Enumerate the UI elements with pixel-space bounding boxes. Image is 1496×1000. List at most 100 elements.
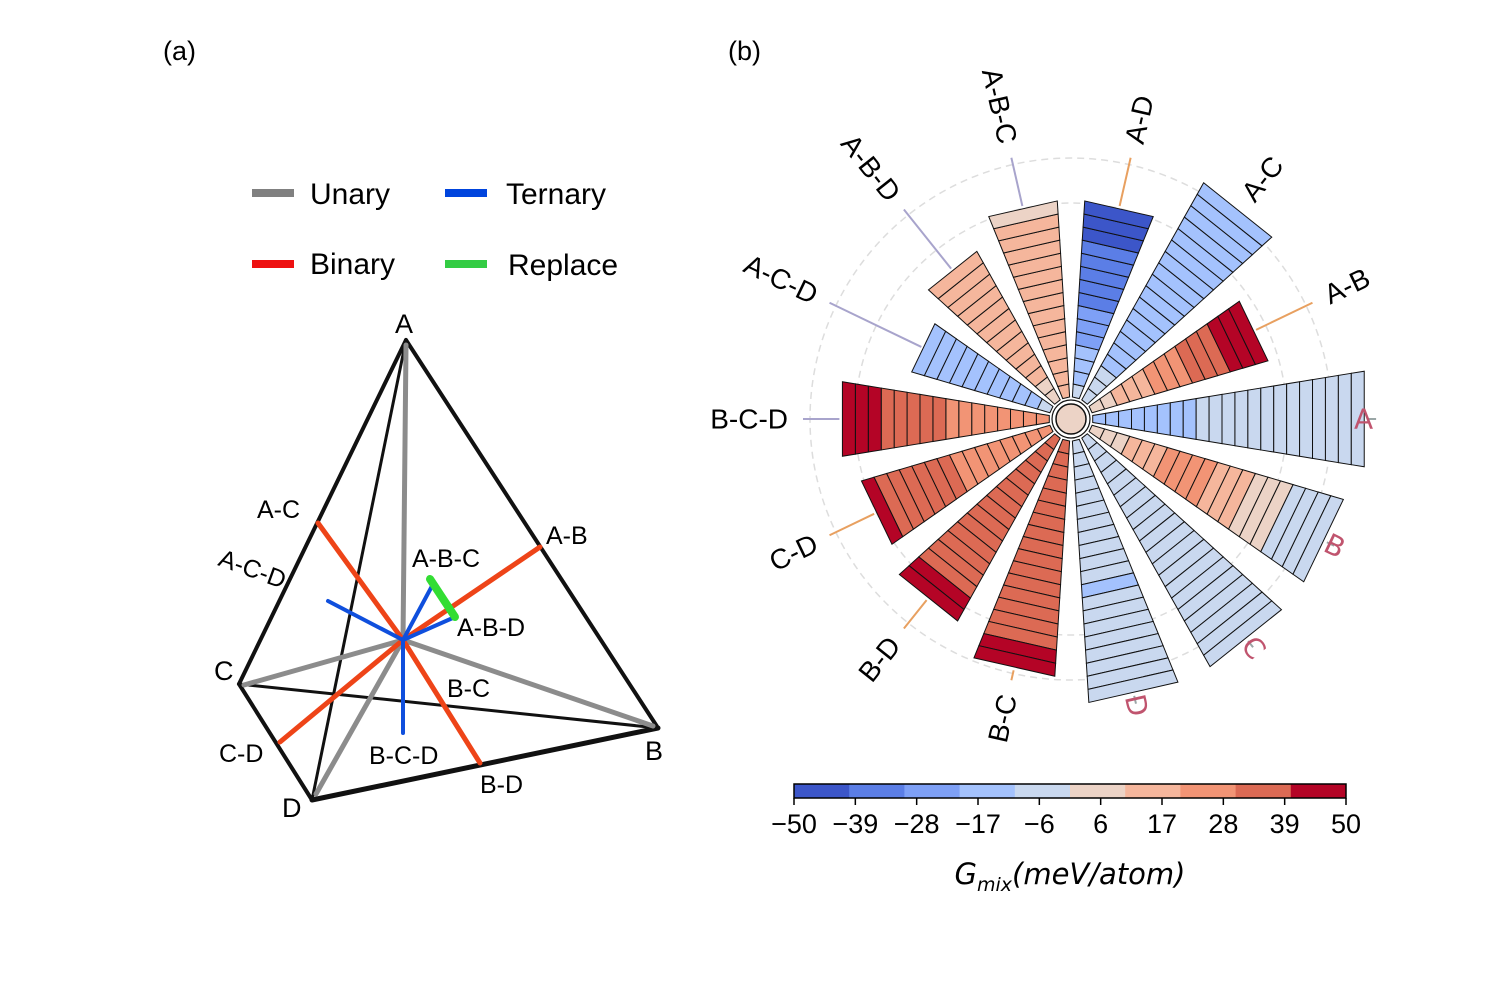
colorbar-tick-label: 39 — [1270, 809, 1300, 839]
axis-label-a-d: A-D — [1119, 93, 1160, 147]
bar-segment — [1208, 393, 1223, 445]
bar-segment — [1299, 379, 1314, 459]
bar-segment — [1234, 389, 1249, 449]
bar-segment — [973, 645, 1057, 677]
label-b-c: B-C — [447, 675, 490, 703]
panel-a-label: (a) — [163, 36, 196, 66]
connector-a-c-d — [829, 301, 922, 348]
bar-b — [1088, 424, 1345, 583]
bar-segment — [1105, 410, 1120, 428]
bar-d — [1071, 438, 1179, 704]
axis-label-a-b-d: A-B-D — [835, 128, 907, 207]
unary-line-d — [313, 637, 406, 797]
bar-segment — [1273, 383, 1288, 455]
colorbar-tick-label: 17 — [1147, 809, 1177, 839]
bar-segment — [880, 387, 895, 451]
bar-segment — [906, 391, 921, 447]
colorbar-tick-label: 50 — [1331, 809, 1361, 839]
bar-a-b-c — [988, 200, 1071, 400]
center-ring — [1051, 399, 1091, 439]
bar-segment — [910, 323, 947, 377]
bar-b-c-d — [841, 381, 1050, 457]
edge-a-c — [237, 338, 408, 686]
colorbar-tick-label: 28 — [1208, 809, 1238, 839]
axis-label-b-c-d: B-C-D — [710, 404, 788, 435]
vertex-label-c: C — [214, 656, 234, 686]
bar-segment — [1092, 412, 1107, 426]
bar-segment — [1202, 600, 1283, 668]
colorbar-swatch — [1180, 784, 1237, 798]
bar-segment — [1035, 412, 1050, 426]
unary-line-a — [400, 342, 409, 643]
axis-label-b-d: B-D — [852, 631, 906, 688]
bar-segment — [854, 383, 869, 455]
bar-segment — [932, 395, 947, 443]
legend-label-unary: Unary — [310, 178, 390, 211]
bar-segment — [1195, 395, 1210, 443]
connector-a-b-c — [1010, 157, 1024, 207]
bar-segment — [945, 398, 960, 440]
bar-segment — [1022, 410, 1037, 428]
bar-segment — [898, 565, 965, 622]
label-b-d: B-D — [480, 771, 523, 799]
label-a-c: A-C — [257, 496, 300, 524]
binary-line-c-d — [277, 637, 406, 745]
colorbar-swatch — [1125, 784, 1181, 798]
bar-c — [1081, 433, 1283, 668]
colorbar-swatch — [849, 784, 905, 798]
bar-segment — [1286, 381, 1301, 457]
bar-segment — [1143, 404, 1158, 434]
colorbar-swatch — [1014, 784, 1071, 798]
bar-segment — [1010, 408, 1024, 430]
bar-segment — [1247, 387, 1262, 451]
center-circle — [1055, 403, 1087, 435]
bar-segment — [867, 385, 882, 453]
connector-c-d — [829, 512, 875, 537]
bar-segment — [1083, 200, 1154, 230]
colorbar-tick-label: −50 — [771, 809, 817, 839]
bar-segment — [988, 200, 1059, 230]
bar-a — [1092, 370, 1365, 468]
replace-line — [426, 575, 459, 621]
connector-c — [1247, 640, 1254, 648]
colorbar-swatch — [794, 784, 850, 798]
bar-c-d — [860, 424, 1054, 545]
colorbar: −50 −39 −28 −17 −6 6 17 28 39 50 Gmix(meV/atom) — [771, 783, 1361, 896]
connector-b-d — [903, 599, 928, 630]
bar-a-b-d — [927, 250, 1061, 405]
colorbar-label: Gmix(meV/atom) — [955, 857, 1186, 896]
bar-segment — [958, 400, 973, 438]
unary-line-b — [400, 637, 656, 729]
connector-a-b-d — [903, 208, 952, 270]
bar-b-c — [973, 438, 1071, 677]
vertex-label-d: D — [282, 793, 302, 823]
bar-segment — [1324, 374, 1339, 464]
axis-label-a-c-d: A-C-D — [739, 249, 823, 311]
connector-a-d — [1118, 157, 1132, 207]
connector-a-b — [1255, 301, 1313, 331]
bar-segment — [997, 406, 1011, 432]
bar-segment — [1196, 182, 1273, 247]
unary-line-c — [241, 637, 406, 688]
axis-label-a-b-c: A-B-C — [976, 65, 1023, 146]
vertex-label-b: B — [645, 736, 663, 766]
legend-label-ternary: Ternary — [506, 178, 606, 211]
bar-a-d — [1071, 200, 1154, 400]
edge-d-b — [309, 725, 661, 803]
bar-segment — [893, 389, 908, 449]
bar-segment — [971, 402, 986, 436]
colorbar-swatch — [1235, 784, 1292, 798]
bar-segment — [1260, 385, 1275, 453]
edge-c-d — [237, 682, 314, 802]
bar-b-d — [898, 433, 1061, 622]
bar-segment — [1156, 402, 1171, 436]
tetrahedron — [237, 338, 661, 803]
bar-segment — [1292, 495, 1345, 583]
bar-segment — [1312, 376, 1326, 462]
label-b-c-d: B-C-D — [369, 742, 438, 770]
connector-b — [1326, 541, 1335, 547]
bar-segment — [1169, 400, 1184, 438]
unary-lines — [241, 342, 656, 797]
colorbar-tick-label: −17 — [955, 809, 1001, 839]
